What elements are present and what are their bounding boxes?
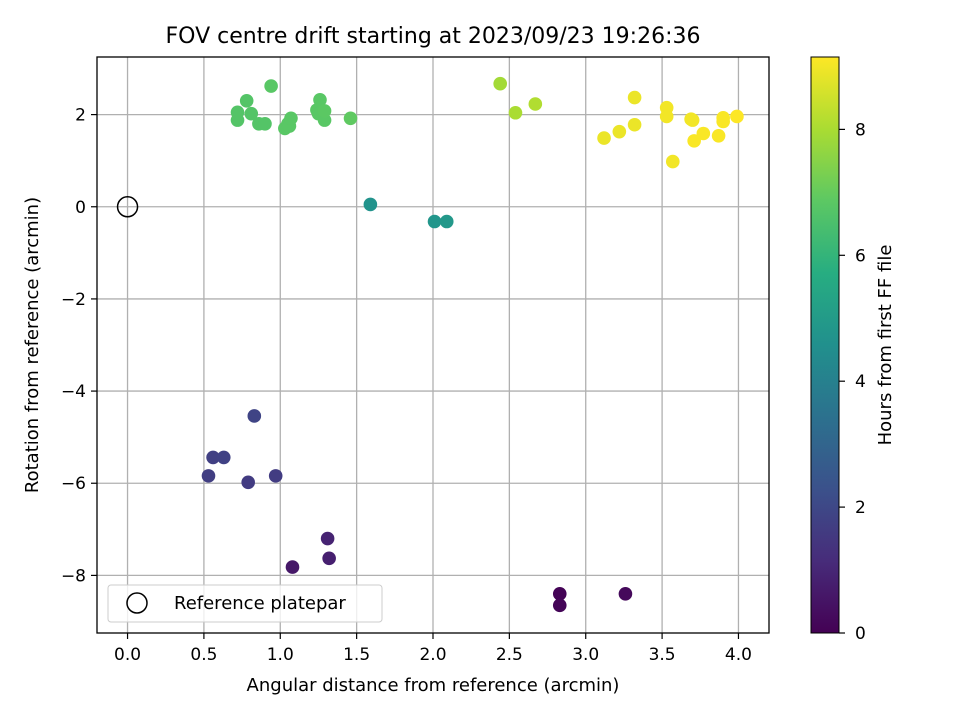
data-point-17 xyxy=(239,93,254,108)
colorbar-tick-label-1: 2 xyxy=(855,498,866,518)
x-tick-label-5: 2.5 xyxy=(496,645,523,665)
data-point-25 xyxy=(284,111,298,126)
data-point-8 xyxy=(201,469,216,483)
data-point-40 xyxy=(659,109,674,124)
data-point-18 xyxy=(244,106,259,121)
data-point-49 xyxy=(730,109,744,124)
data-point-12 xyxy=(363,197,378,212)
legend-box xyxy=(107,584,383,623)
data-point-32 xyxy=(493,76,508,91)
y-tick-label-2: −4 xyxy=(61,382,86,402)
y-axis: −8 −6 −4 −2 0 2 xyxy=(61,106,97,586)
data-point-2 xyxy=(618,587,633,601)
y-axis-label: Rotation from reference (arcmin) xyxy=(22,197,43,493)
data-point-41 xyxy=(665,154,680,169)
data-point-46 xyxy=(711,128,726,143)
chart-title: FOV centre drift starting at 2023/09/23 … xyxy=(166,24,701,49)
data-point-38 xyxy=(627,117,642,132)
colorbar-tick-label-0: 0 xyxy=(855,624,866,644)
data-point-13 xyxy=(427,214,442,229)
data-point-5 xyxy=(320,531,335,546)
y-tick-label-5: 2 xyxy=(75,106,86,126)
data-point-37 xyxy=(627,90,642,105)
colorbar-tick-label-4: 8 xyxy=(855,120,866,140)
data-point-3 xyxy=(285,560,300,574)
data-point-31 xyxy=(343,111,358,126)
data-point-11 xyxy=(247,409,262,423)
data-point-6 xyxy=(241,475,255,490)
data-point-35 xyxy=(597,131,611,145)
x-tick-label-4: 2.0 xyxy=(419,645,446,665)
data-point-34 xyxy=(528,97,543,111)
x-tick-label-0: 0.0 xyxy=(114,645,141,665)
legend-label-reference: Reference platepar xyxy=(174,593,346,614)
data-point-7 xyxy=(268,469,283,483)
data-point-44 xyxy=(687,134,701,148)
y-tick-label-0: −8 xyxy=(61,566,86,586)
data-point-16 xyxy=(230,105,245,120)
data-point-0 xyxy=(552,587,567,601)
legend-marker-reference xyxy=(126,592,148,614)
data-point-14 xyxy=(439,214,454,229)
x-axis-label: Angular distance from reference (arcmin) xyxy=(247,675,620,696)
x-tick-label-1: 0.5 xyxy=(190,645,217,665)
y-tick-label-1: −6 xyxy=(61,474,86,494)
y-tick-label-3: −2 xyxy=(61,290,86,310)
data-point-4 xyxy=(322,551,336,566)
data-point-1 xyxy=(552,598,567,613)
colorbar-label: Hours from first FF file xyxy=(875,245,896,446)
data-point-43 xyxy=(685,113,700,127)
legend: Reference platepar xyxy=(107,584,383,623)
data-point-10 xyxy=(216,450,231,465)
colorbar-tick-label-2: 4 xyxy=(855,372,866,392)
colorbar-ticks: 0 2 4 6 8 xyxy=(839,120,866,644)
x-axis: 0.0 0.5 1.0 1.5 2.0 2.5 3.0 3.5 4.0 xyxy=(114,633,752,665)
data-point-9 xyxy=(206,450,220,465)
data-point-20 xyxy=(258,117,272,131)
reference-platepar-marker xyxy=(116,196,139,218)
reference-point xyxy=(116,196,139,218)
colorbar-gradient xyxy=(810,56,840,634)
x-tick-label-3: 1.5 xyxy=(343,645,370,665)
data-point-45 xyxy=(696,126,711,141)
data-point-33 xyxy=(508,105,523,120)
scatter-points xyxy=(201,76,744,613)
data-point-36 xyxy=(612,124,627,139)
data-point-21 xyxy=(264,79,278,93)
x-tick-label-6: 3.0 xyxy=(572,645,599,665)
colorbar-tick-label-3: 6 xyxy=(855,246,866,266)
data-point-30 xyxy=(317,104,332,118)
x-tick-label-7: 3.5 xyxy=(649,645,676,665)
colorbar: 0 2 4 6 8 Hours from first FF file xyxy=(810,56,896,644)
grid xyxy=(97,57,769,633)
data-point-28 xyxy=(313,93,327,107)
data-point-48 xyxy=(716,114,730,129)
y-tick-label-4: 0 xyxy=(75,198,86,218)
x-tick-label-8: 4.0 xyxy=(725,645,752,665)
x-tick-label-2: 1.0 xyxy=(267,645,294,665)
